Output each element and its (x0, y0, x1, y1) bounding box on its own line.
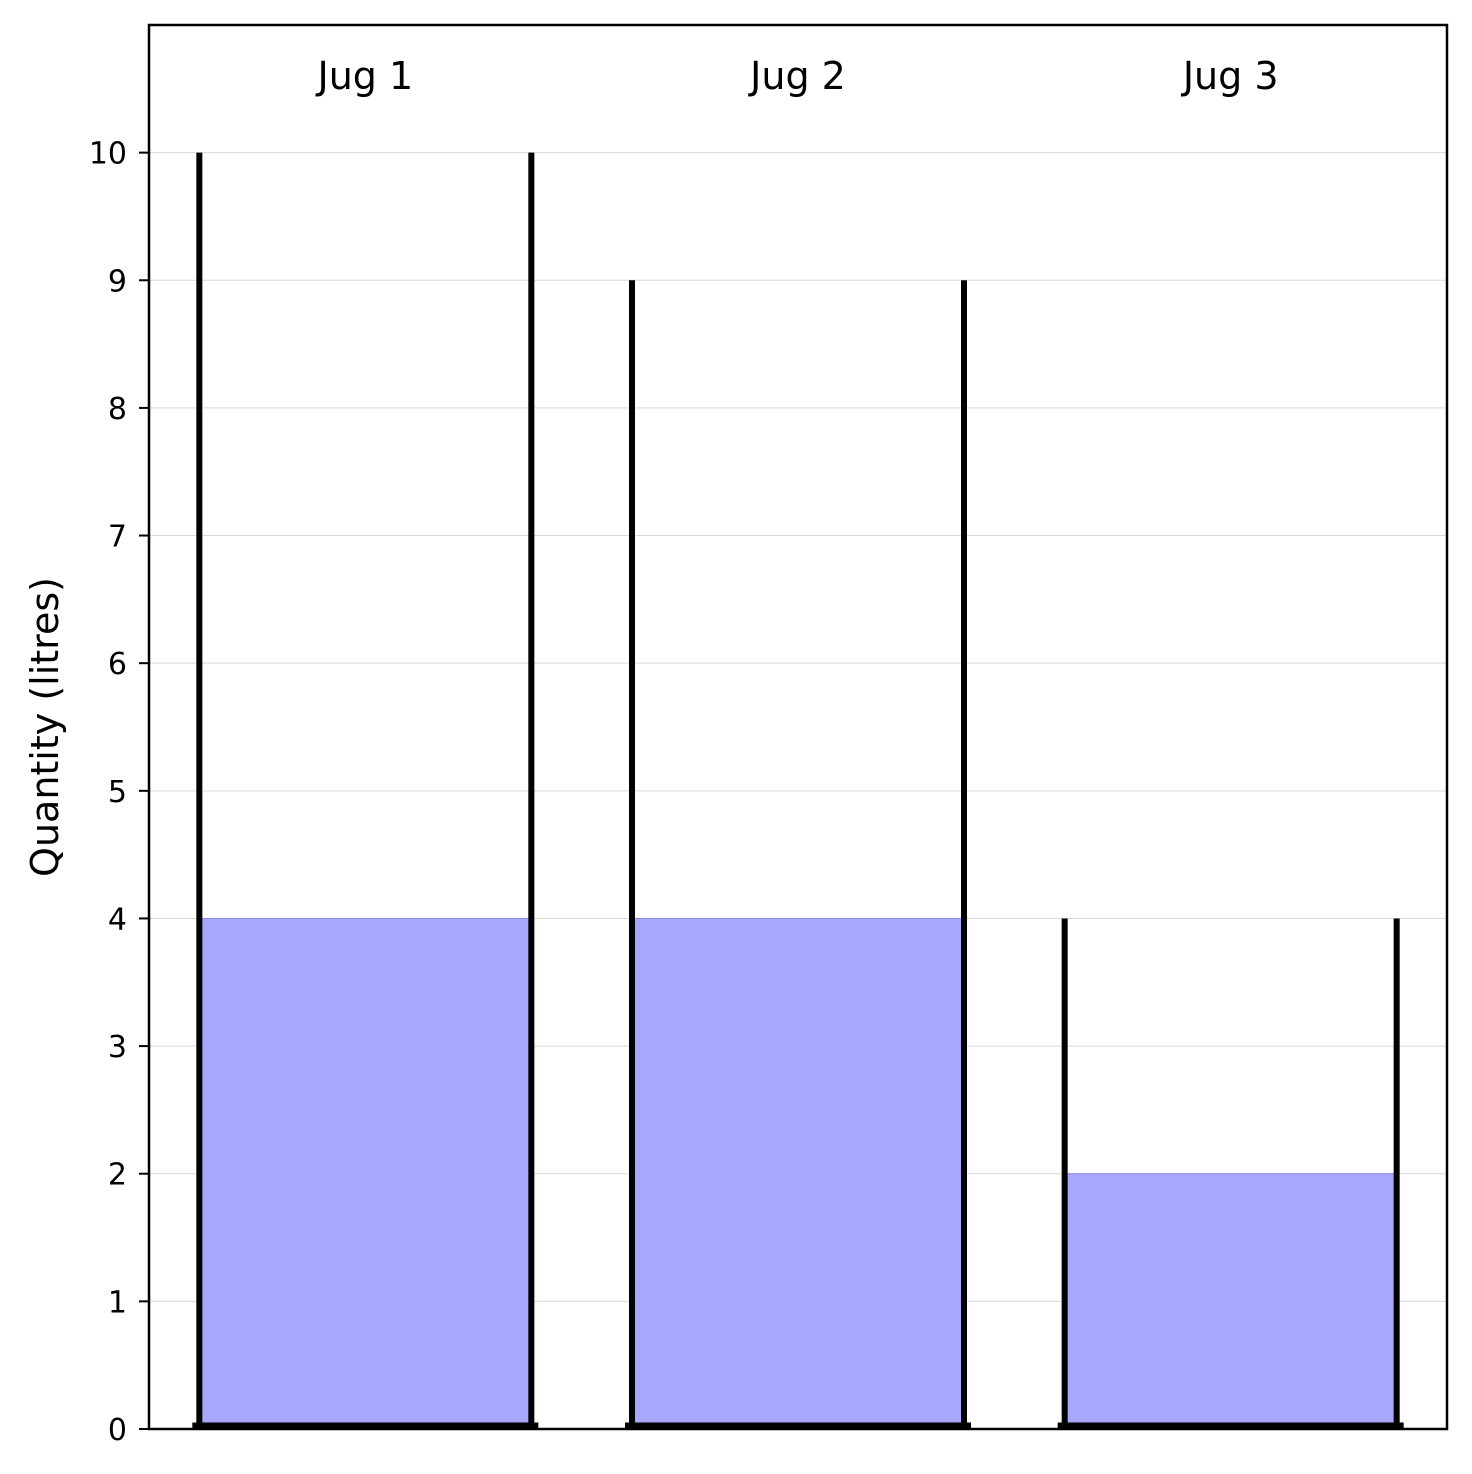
jug-label: Jug 1 (315, 54, 413, 98)
plot-frame (147, 23, 1449, 1431)
water-fill-bar (198, 917, 532, 1427)
jug-label: Jug 3 (1181, 54, 1279, 98)
y-tick-label: 8 (108, 392, 127, 427)
y-tick-label: 2 (108, 1158, 127, 1193)
jug-labels: Jug 1 Jug 2 Jug 3 (315, 54, 1278, 98)
y-tick-label: 1 (108, 1285, 127, 1320)
y-axis-ticks: 0 1 2 3 4 5 6 7 8 9 10 (89, 137, 149, 1448)
water-fill-bar (631, 917, 965, 1427)
jug-label: Jug 2 (748, 54, 846, 98)
y-tick-label: 7 (108, 520, 127, 555)
y-tick-label: 9 (108, 264, 127, 299)
water-fills (198, 917, 1398, 1427)
y-tick-label: 6 (108, 647, 127, 682)
water-fill-bar (1064, 1173, 1398, 1427)
y-tick-label: 5 (108, 775, 127, 810)
y-tick-label: 4 (108, 902, 127, 937)
y-axis-title: Quantity (litres) (23, 577, 67, 877)
y-tick-label: 10 (89, 137, 127, 172)
y-tick-label: 3 (108, 1030, 127, 1065)
y-tick-label: 0 (108, 1413, 127, 1448)
jug-outlines (192, 152, 1404, 1430)
